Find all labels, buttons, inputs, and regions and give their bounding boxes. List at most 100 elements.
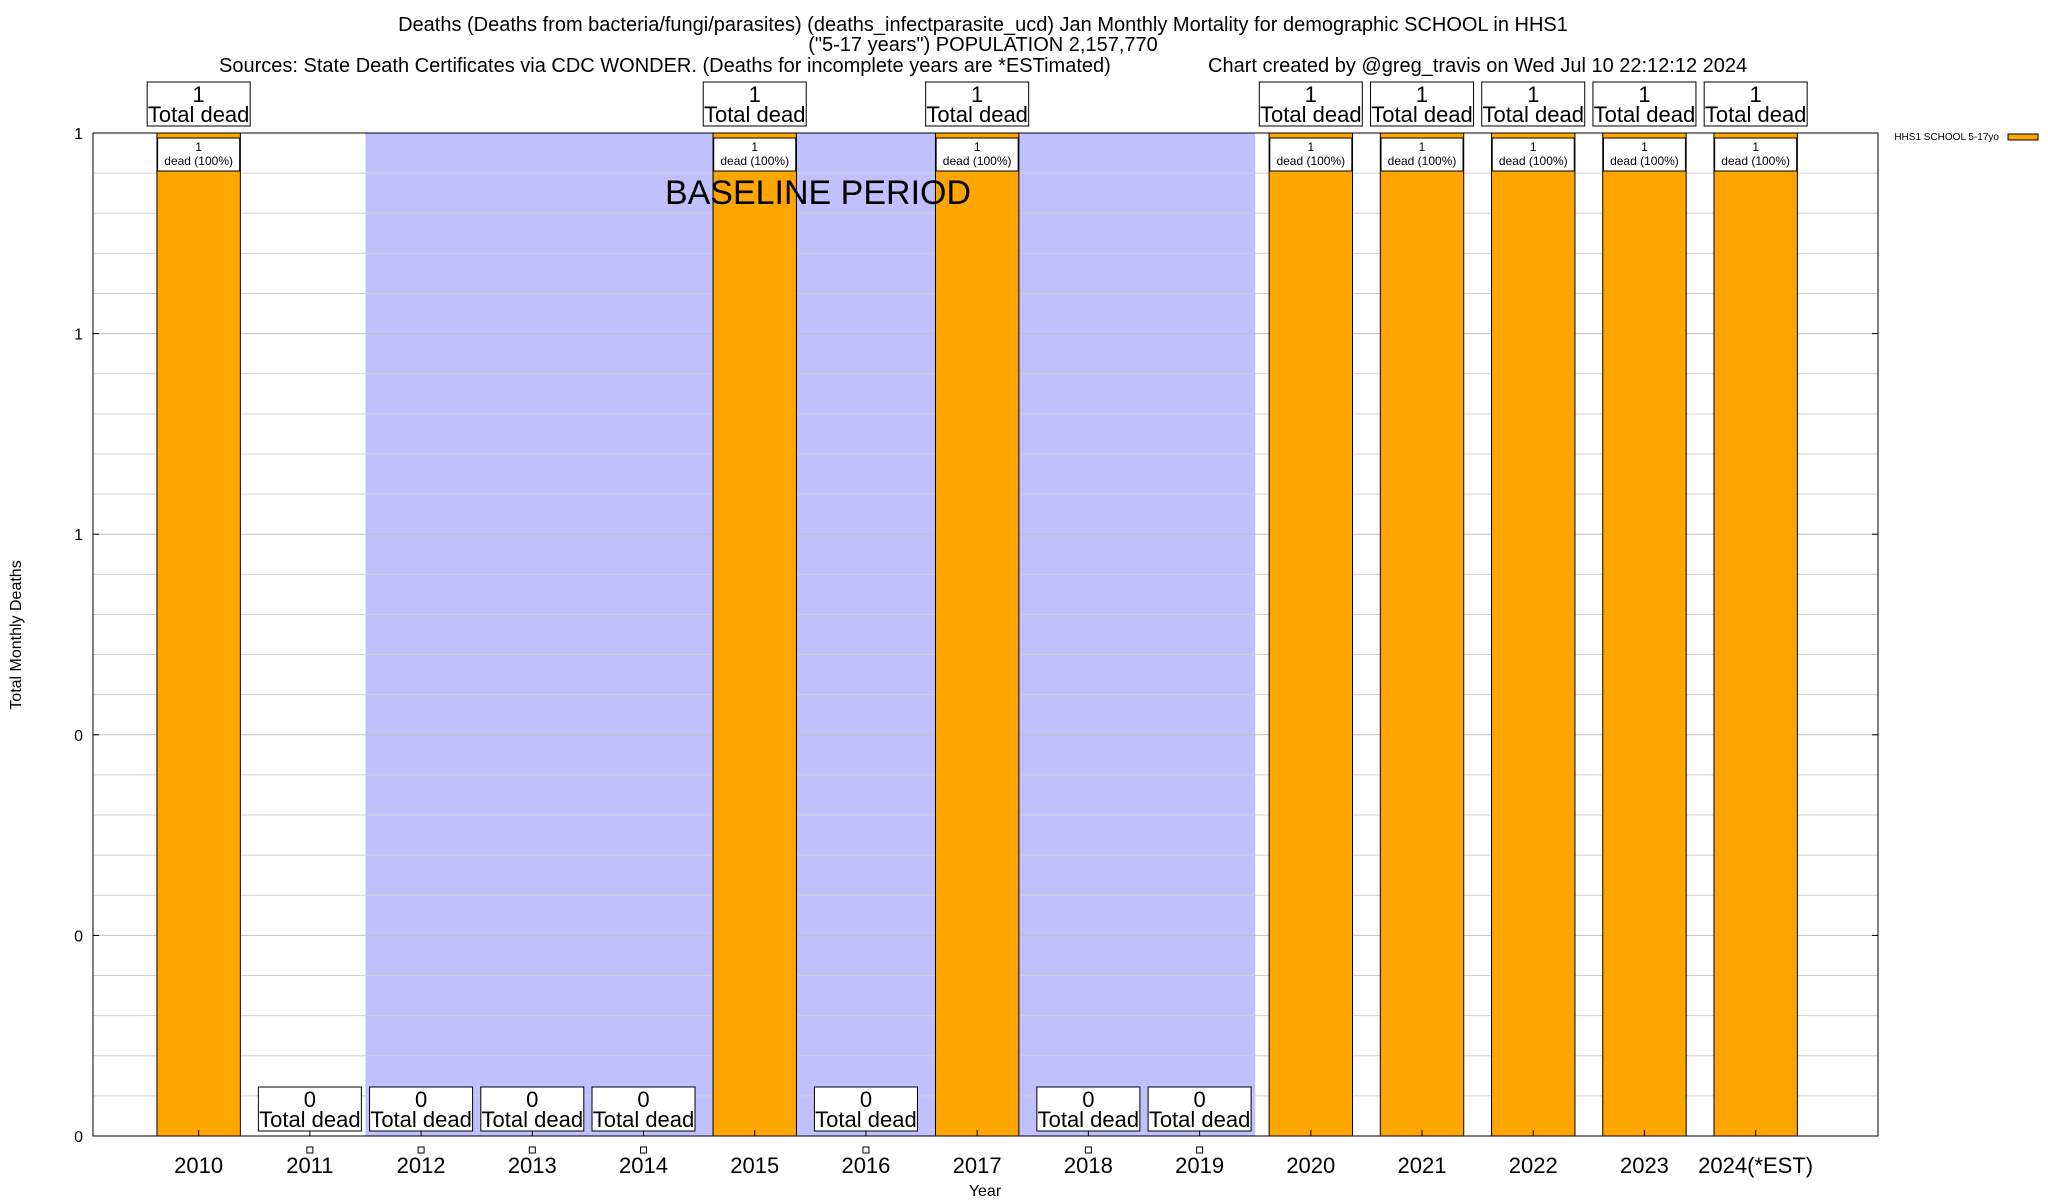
x-tick-label: 2014 xyxy=(619,1153,668,1178)
total-suffix: Total dead xyxy=(370,1107,472,1132)
bar-2020 xyxy=(1268,132,1354,1137)
x-tick-label: 2017 xyxy=(953,1153,1002,1178)
total-suffix: Total dead xyxy=(926,102,1028,127)
x-tick-label: 2019 xyxy=(1175,1153,1224,1178)
baseline-shade-segment xyxy=(1018,133,1256,1136)
bar-2017 xyxy=(934,132,1020,1137)
annotation-box xyxy=(146,81,251,127)
zero-marker-2018 xyxy=(1084,1146,1092,1154)
bar-label-box xyxy=(1269,137,1353,172)
bar-label-suffix: dead (100%) xyxy=(164,154,233,168)
bar-label-value: 1 xyxy=(1752,140,1759,154)
zero-marker-2012 xyxy=(417,1146,425,1154)
baseline-period-label: BASELINE PERIOD xyxy=(665,174,971,212)
total-suffix: Total dead xyxy=(1149,1107,1251,1132)
bar-label-box xyxy=(1380,137,1464,172)
bar-2023 xyxy=(1602,132,1687,1137)
total-value: 0 xyxy=(1193,1087,1205,1112)
bar-label-suffix: dead (100%) xyxy=(1276,154,1345,168)
total-value: 1 xyxy=(1750,82,1762,107)
bar-label-suffix: dead (100%) xyxy=(1721,154,1790,168)
zero-marker-2016 xyxy=(862,1146,870,1154)
legend: HHS1 SCHOOL 5-17yo xyxy=(1894,132,2039,143)
x-tick-label: 2015 xyxy=(730,1153,779,1178)
zero-marker-2014 xyxy=(640,1146,648,1154)
bar-label-value: 1 xyxy=(751,140,758,154)
plot-frame xyxy=(92,132,1879,1137)
y-axis-title: Total Monthly Deaths xyxy=(8,560,25,709)
bar-label-value: 1 xyxy=(1307,140,1314,154)
total-value: 1 xyxy=(1416,82,1428,107)
x-tick-label: 2018 xyxy=(1064,1153,1113,1178)
total-suffix: Total dead xyxy=(148,102,250,127)
annotation-box xyxy=(1147,1086,1252,1132)
x-tick-label: 2016 xyxy=(841,1153,890,1178)
bar-label-box xyxy=(1602,137,1686,172)
bar-2024(*EST) xyxy=(1713,132,1798,1137)
chart-title-line-4: Chart created by @greg_travis on Wed Jul… xyxy=(1208,55,1747,77)
total-suffix: Total dead xyxy=(1594,102,1696,127)
total-value: 0 xyxy=(526,1087,538,1112)
bar-label-suffix: dead (100%) xyxy=(1388,154,1457,168)
total-suffix: Total dead xyxy=(704,102,806,127)
y-tick-label: 0 xyxy=(74,1129,83,1146)
x-tick-label: 2013 xyxy=(508,1153,557,1178)
total-value: 0 xyxy=(304,1087,316,1112)
total-suffix: Total dead xyxy=(259,1107,361,1132)
bar-label-value: 1 xyxy=(974,140,981,154)
baseline-shade-segment xyxy=(365,133,714,1136)
total-suffix: Total dead xyxy=(1038,1107,1140,1132)
annotation-box xyxy=(813,1086,918,1132)
annotation-box xyxy=(1703,81,1808,127)
total-suffix: Total dead xyxy=(1371,102,1473,127)
bar-label-suffix: dead (100%) xyxy=(1610,154,1679,168)
x-tick-label: 2023 xyxy=(1620,1153,1669,1178)
total-value: 1 xyxy=(1527,82,1539,107)
annotation-box xyxy=(480,1086,585,1132)
total-suffix: Total dead xyxy=(1482,102,1584,127)
annotation-box xyxy=(925,81,1030,127)
total-value: 1 xyxy=(1305,82,1317,107)
x-tick-label: 2022 xyxy=(1509,1153,1558,1178)
annotation-box xyxy=(1592,81,1697,127)
bar-label-value: 1 xyxy=(1641,140,1648,154)
bar-label-suffix: dead (100%) xyxy=(1499,154,1568,168)
x-axis-title: Year xyxy=(969,1183,1002,1200)
total-suffix: Total dead xyxy=(593,1107,695,1132)
bar-label-value: 1 xyxy=(1419,140,1426,154)
annotation-box xyxy=(702,81,807,127)
total-suffix: Total dead xyxy=(1705,102,1807,127)
total-value: 0 xyxy=(415,1087,427,1112)
chart-title-line-3: Sources: State Death Certificates via CD… xyxy=(219,55,1111,77)
bar-label-suffix: dead (100%) xyxy=(943,154,1012,168)
y-tick-label: 0 xyxy=(74,728,83,745)
total-value: 0 xyxy=(1082,1087,1094,1112)
y-tick-label: 0 xyxy=(74,928,83,945)
bar-label-box xyxy=(1491,137,1575,172)
y-tick-label: 1 xyxy=(74,126,83,143)
y-tick-label: 1 xyxy=(74,327,83,344)
annotation-box xyxy=(1258,81,1363,127)
zero-marker-2019 xyxy=(1196,1146,1204,1154)
bar-label-box xyxy=(713,137,797,172)
x-tick-label: 2012 xyxy=(397,1153,446,1178)
total-suffix: Total dead xyxy=(815,1107,917,1132)
zero-marker-2013 xyxy=(528,1146,536,1154)
